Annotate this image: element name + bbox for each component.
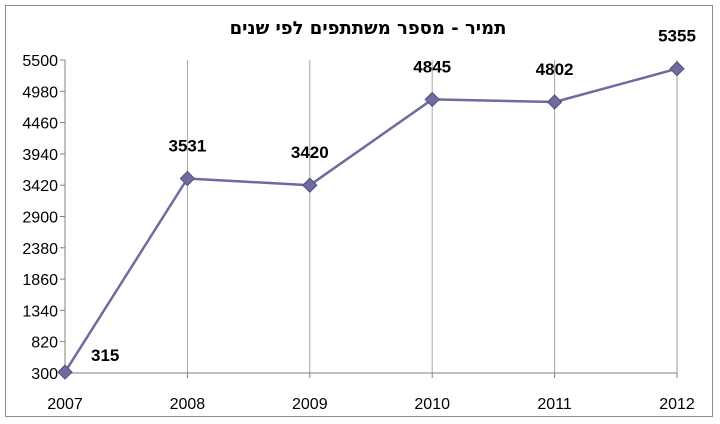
x-tick-label: 2010	[414, 396, 450, 413]
y-tick-label: 2900	[22, 210, 58, 227]
data-point-marker	[179, 170, 196, 187]
data-label: 315	[91, 346, 119, 365]
x-tick-label: 2007	[47, 396, 83, 413]
y-tick-label: 2380	[22, 241, 58, 258]
y-tick-label: 5500	[22, 53, 58, 70]
x-tick-label: 2009	[292, 396, 328, 413]
data-label: 4845	[413, 57, 451, 76]
y-tick-label: 4980	[22, 84, 58, 101]
data-labels: 315 3531 3420 4845 4802 5355	[91, 27, 696, 365]
data-label: 4802	[536, 60, 574, 79]
data-point-marker	[302, 177, 318, 193]
x-tick-label: 2008	[170, 396, 206, 413]
data-point-marker	[669, 61, 685, 77]
x-tick-label: 2012	[659, 396, 695, 413]
data-point-marker	[57, 364, 73, 380]
y-tick-label: 300	[31, 366, 58, 383]
y-tick-label: 3940	[22, 147, 58, 164]
series	[57, 61, 685, 380]
y-tick-label: 3420	[22, 178, 58, 195]
y-tick-label: 1340	[22, 303, 58, 320]
y-tick-label: 4460	[22, 116, 58, 133]
y-axis-ticks: 300 820 1340 1860 2380 2900 3420 3940 4460 4980 55…	[22, 53, 58, 383]
x-axis-ticks: 2007 2008 2009 2010 2011 2012	[47, 396, 695, 413]
data-label: 3420	[291, 143, 329, 162]
data-point-marker	[546, 94, 563, 110]
data-label: 5355	[658, 27, 696, 46]
data-point-marker	[424, 91, 440, 108]
y-tick-label: 820	[31, 335, 58, 352]
chart-frame	[5, 5, 713, 417]
data-label: 3531	[168, 137, 206, 156]
axes	[60, 59, 678, 378]
y-tick-label: 1860	[22, 272, 58, 289]
chart-title: תמיר - מספר משתתפים לפי שנים	[230, 18, 507, 39]
x-tick-label: 2011	[537, 396, 572, 413]
gridlines	[186, 60, 678, 373]
series-line	[63, 67, 678, 373]
